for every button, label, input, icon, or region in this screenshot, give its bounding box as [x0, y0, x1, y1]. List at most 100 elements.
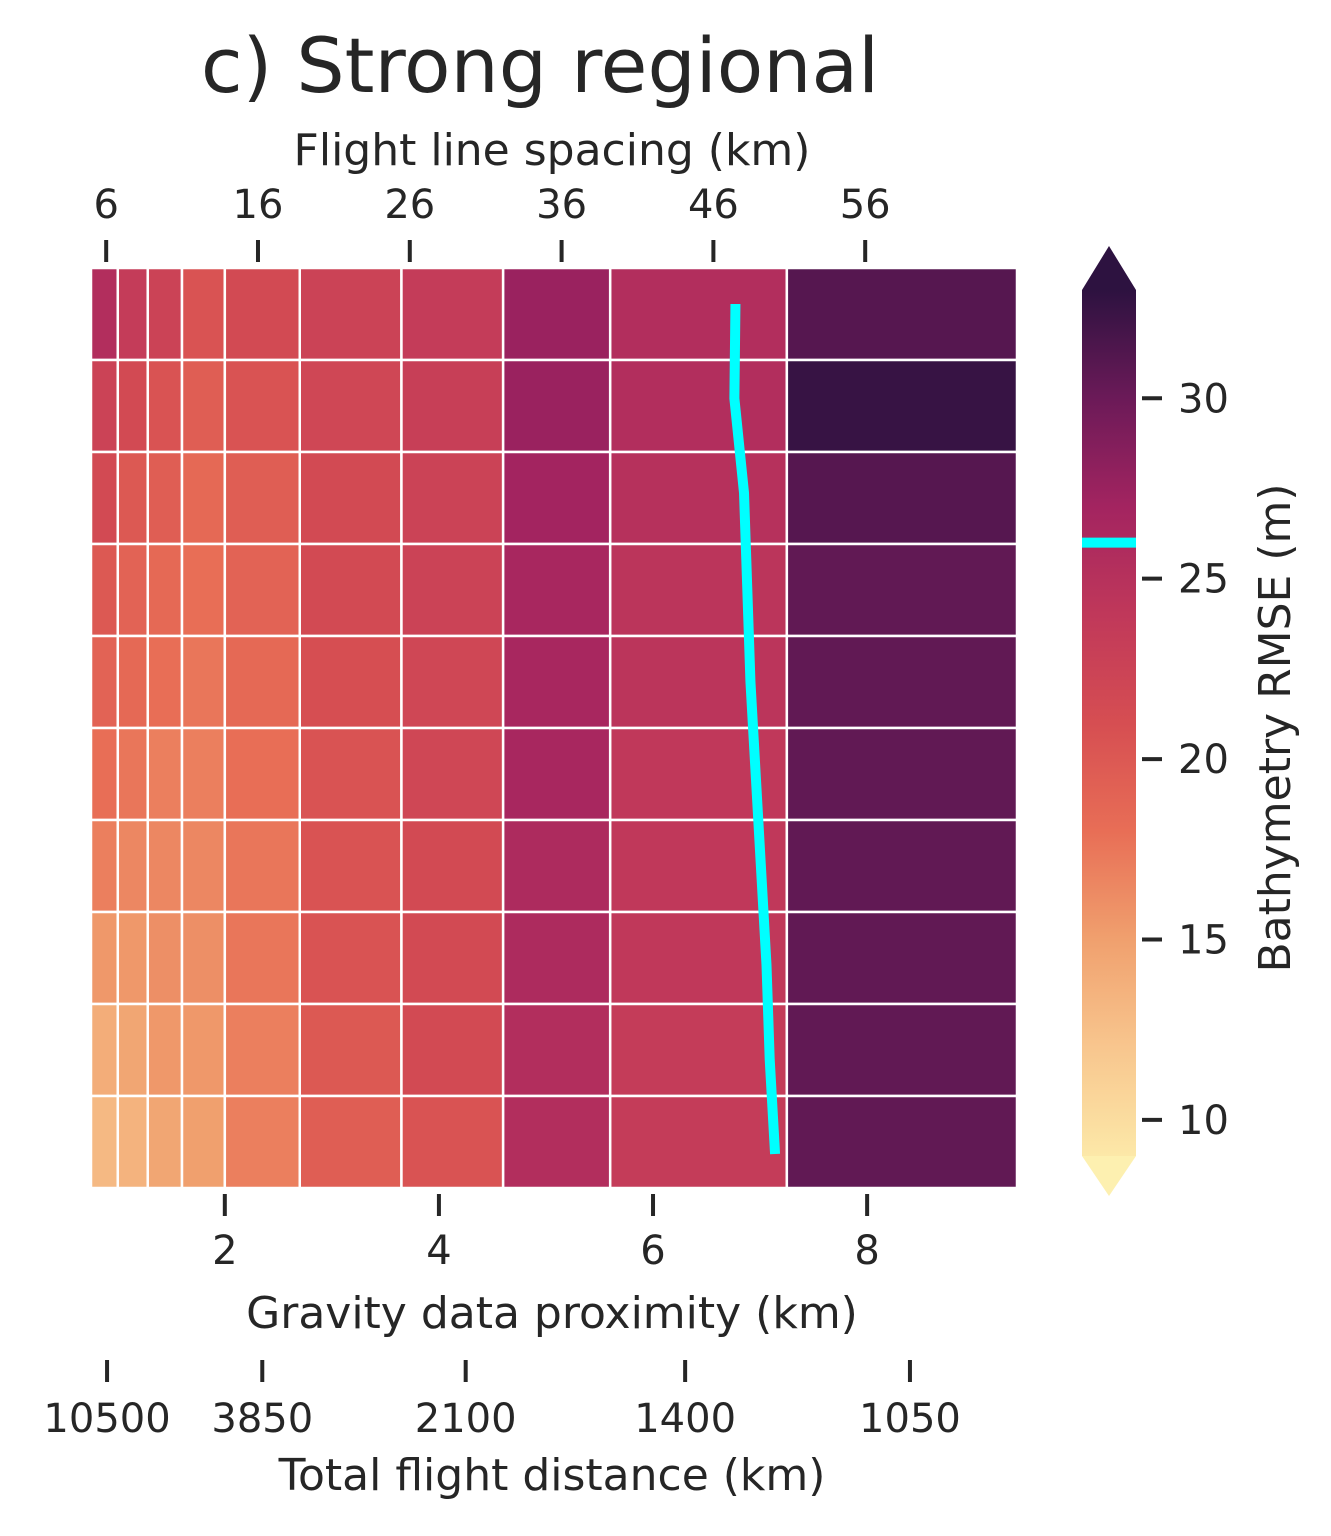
top-axis-tick-label: 6: [93, 182, 118, 228]
heatmap-cell: [608, 634, 789, 730]
heatmap-cell: [180, 818, 227, 914]
colorbar-tick-label: 25: [1178, 557, 1229, 603]
heatmap-cell: [501, 542, 612, 638]
heatmap-cell: [298, 266, 403, 362]
heatmap-cell: [146, 818, 184, 914]
colorbar: 10 15 20 25 30: [1082, 246, 1229, 1196]
top-axis: 6 16 26 36 46 56: [93, 182, 891, 262]
heatmap-cell: [146, 634, 184, 730]
bottom-axis-tick-label: 8: [854, 1228, 879, 1274]
heatmap-cell: [116, 818, 149, 914]
heatmap-cell: [89, 542, 120, 638]
heatmap-cell: [146, 1094, 184, 1190]
contour-line: [729, 303, 781, 1155]
heatmap-cell: [223, 1094, 302, 1190]
colorbar-gradient: [1082, 290, 1136, 1156]
heatmap-cell: [501, 1002, 612, 1098]
heatmap-cell: [785, 726, 1019, 822]
heatmap-cell: [608, 1002, 789, 1098]
bottom-axis-tick-label: 2: [212, 1228, 237, 1274]
colorbar-extend-low: [1082, 1156, 1136, 1196]
heatmap-cell: [116, 634, 149, 730]
heatmap-cell: [501, 818, 612, 914]
flight-distance-axis: 10500 3850 2100 1400 1050: [43, 1360, 961, 1442]
heatmap-cell: [223, 358, 302, 454]
heatmap-cell: [400, 726, 505, 822]
heatmap-cell: [146, 358, 184, 454]
heatmap-cell: [785, 634, 1019, 730]
heatmap-cell: [608, 1094, 789, 1190]
colorbar-label: Bathymetry RMSE (m): [1250, 483, 1301, 972]
heatmap-cell: [400, 358, 505, 454]
heatmap-cell: [298, 1094, 403, 1190]
heatmap-cell: [608, 266, 789, 362]
heatmap-cell: [180, 1094, 227, 1190]
colorbar-tick-label: 30: [1178, 376, 1229, 422]
heatmap-cell: [400, 1094, 505, 1190]
bottom-axis-tick-label: 6: [640, 1228, 665, 1274]
heatmap-cell: [608, 358, 789, 454]
heatmap-cell: [400, 634, 505, 730]
heatmap-cell: [89, 634, 120, 730]
chart-title: c) Strong regional: [201, 21, 879, 110]
heatmap-cell: [223, 1002, 302, 1098]
heatmap-cell: [146, 910, 184, 1006]
heatmap-cell: [785, 358, 1019, 454]
heatmap-cell: [785, 450, 1019, 546]
heatmap-cell: [146, 266, 184, 362]
heatmap-cell: [785, 910, 1019, 1006]
heatmap-cell: [501, 266, 612, 362]
heatmap-cell: [298, 542, 403, 638]
colorbar-extend-high: [1082, 246, 1136, 290]
heatmap-cell: [223, 818, 302, 914]
heatmap-cell: [180, 910, 227, 1006]
heatmap-cell: [400, 266, 505, 362]
heatmap-cell: [223, 542, 302, 638]
heatmap-cells: [89, 266, 1019, 1190]
heatmap-cell: [180, 450, 227, 546]
heatmap-cell: [180, 542, 227, 638]
heatmap-cell: [400, 450, 505, 546]
heatmap-cell: [116, 266, 149, 362]
top-axis-tick-label: 16: [233, 182, 284, 228]
flight-distance-tick-label: 1050: [859, 1396, 961, 1442]
heatmap-cell: [116, 358, 149, 454]
bottom-axis: 2 4 6 8: [212, 1194, 880, 1274]
heatmap-cell: [116, 542, 149, 638]
heatmap-cell: [785, 1094, 1019, 1190]
heatmap-cell: [116, 450, 149, 546]
heatmap-cell: [608, 542, 789, 638]
top-axis-tick-label: 36: [536, 182, 587, 228]
colorbar-tick-label: 15: [1178, 918, 1229, 964]
heatmap-cell: [501, 726, 612, 822]
heatmap-cell: [89, 266, 120, 362]
top-axis-tick-label: 46: [688, 182, 739, 228]
flight-distance-axis-label: Total flight distance (km): [278, 1450, 826, 1501]
heatmap-cell: [89, 358, 120, 454]
heatmap-cell: [298, 1002, 403, 1098]
heatmap-cell: [785, 542, 1019, 638]
flight-distance-tick-label: 2100: [415, 1396, 517, 1442]
heatmap-cell: [180, 634, 227, 730]
heatmap-cell: [180, 726, 227, 822]
heatmap-cell: [146, 1002, 184, 1098]
flight-distance-tick-label: 10500: [43, 1396, 170, 1442]
heatmap-cell: [298, 634, 403, 730]
heatmap-cell: [785, 818, 1019, 914]
heatmap-cell: [146, 450, 184, 546]
colorbar-tick-label: 20: [1178, 737, 1229, 783]
heatmap-cell: [501, 634, 612, 730]
heatmap-cell: [116, 726, 149, 822]
heatmap-cell: [146, 542, 184, 638]
heatmap-cell: [501, 450, 612, 546]
top-axis-tick-label: 26: [384, 182, 435, 228]
heatmap-cell: [400, 910, 505, 1006]
heatmap-cell: [223, 726, 302, 822]
heatmap-cell: [400, 818, 505, 914]
bottom-axis-tick-label: 4: [426, 1228, 451, 1274]
heatmap-cell: [223, 266, 302, 362]
heatmap-cell: [116, 1094, 149, 1190]
heatmap-cell: [785, 1002, 1019, 1098]
heatmap-cell: [223, 634, 302, 730]
